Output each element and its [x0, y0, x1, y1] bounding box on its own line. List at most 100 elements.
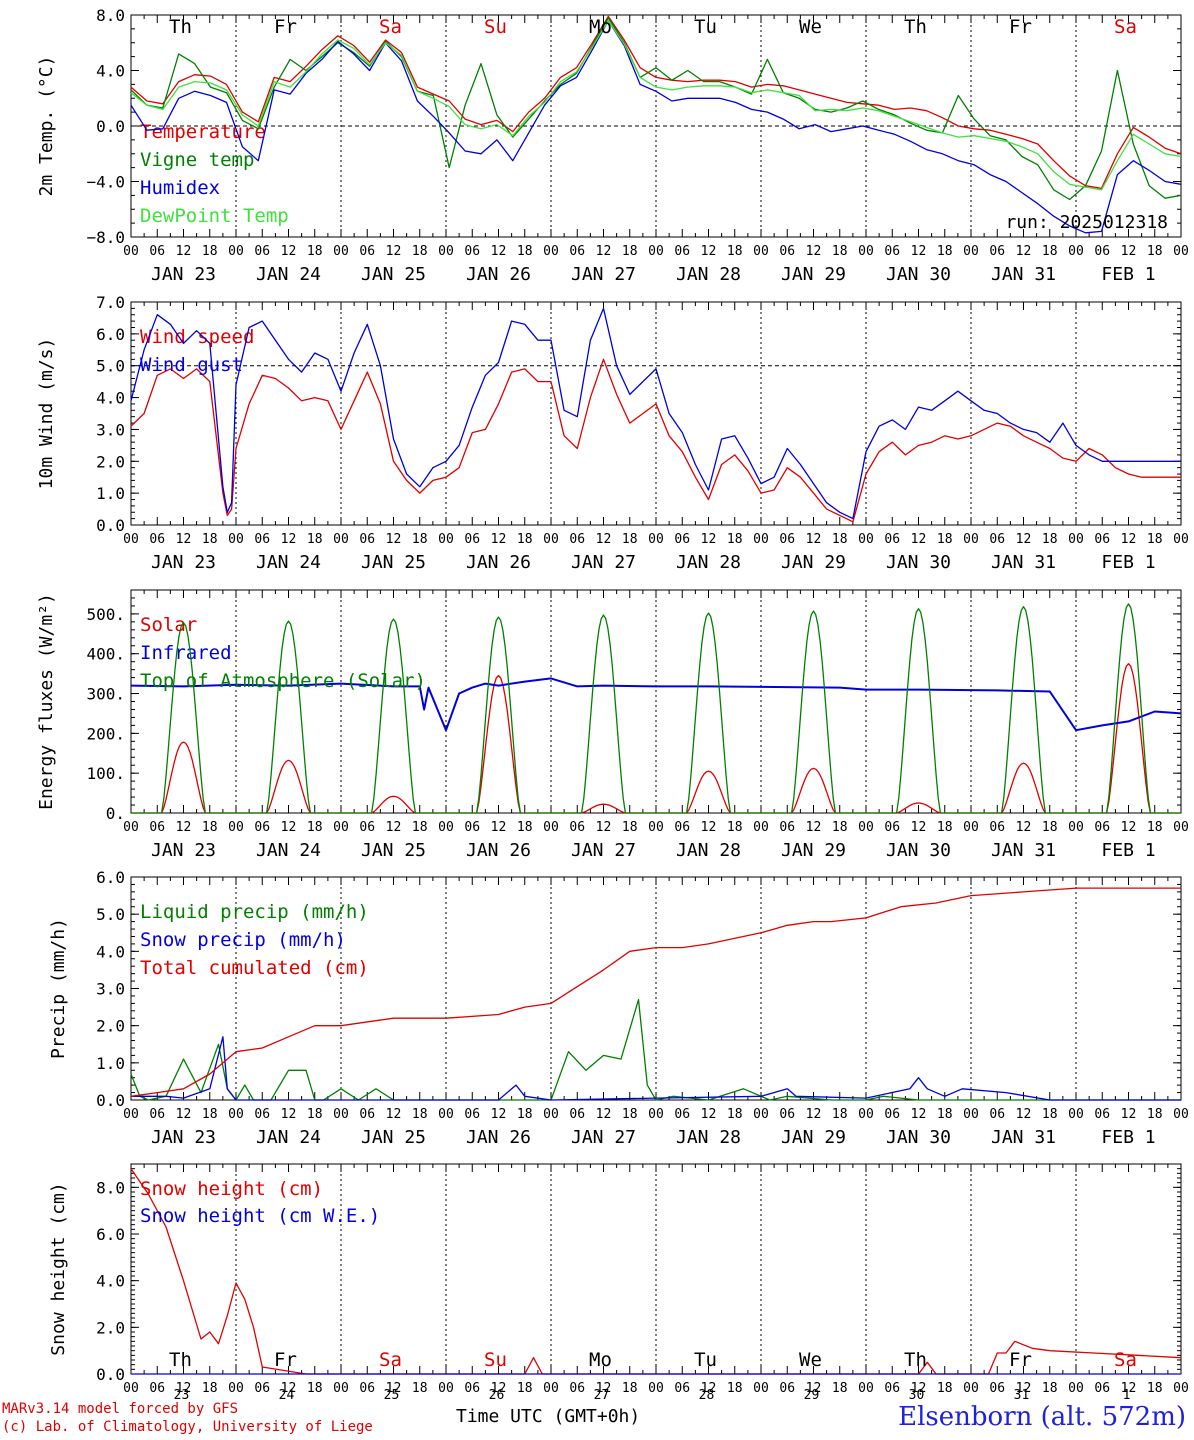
hour-label: 18: [622, 244, 638, 259]
hour-label: 00: [333, 244, 349, 259]
y-tick-label: −4.0: [86, 173, 125, 192]
hour-label: 00: [333, 532, 349, 547]
hour-label: 06: [464, 820, 480, 835]
hour-label: 00: [753, 244, 769, 259]
y-tick-label: 5.0: [96, 357, 125, 376]
series-line-liquid-precip-mm-h-: [130, 998, 1181, 1101]
series-line-infrared: [130, 677, 1182, 732]
hour-label: 06: [989, 1107, 1005, 1122]
series-line-vigne-temp: [130, 17, 1182, 201]
hour-label: 12: [596, 1381, 612, 1396]
hour-label: 18: [202, 1381, 218, 1396]
day-name-label: We: [799, 1349, 822, 1371]
y-tick-label: 3.0: [96, 420, 125, 439]
date-label: JAN 29: [781, 1127, 846, 1148]
y-tick-label: 100.: [86, 764, 125, 783]
hour-label: 12: [596, 820, 612, 835]
hour-label: 06: [779, 532, 795, 547]
hour-label: 12: [806, 244, 822, 259]
date-label: JAN 27: [571, 1127, 636, 1148]
legend-entry: Top of Atmosphere (Solar): [140, 670, 426, 692]
y-tick-label: 200.: [86, 724, 125, 743]
date-label: JAN 23: [151, 1127, 216, 1148]
hour-label: 00: [648, 244, 664, 259]
hour-label: 12: [596, 532, 612, 547]
hour-label: 00: [648, 1107, 664, 1122]
y-tick-label: 500.: [86, 605, 125, 624]
legend-entry: Liquid precip (mm/h): [140, 901, 369, 923]
date-label: FEB 1: [1101, 264, 1155, 285]
hour-label: 06: [884, 244, 900, 259]
hour-label: 06: [989, 1381, 1005, 1396]
date-label: JAN 24: [256, 840, 321, 861]
date-label: JAN 29: [781, 552, 846, 573]
hour-label: 18: [1147, 820, 1163, 835]
hour-label: 12: [1016, 820, 1032, 835]
x-axis-title: Time UTC (GMT+0h): [456, 1406, 641, 1427]
series-line-humidex: [130, 19, 1182, 234]
hour-label: 12: [911, 820, 927, 835]
hour-label: 18: [1042, 244, 1058, 259]
hour-label: 06: [989, 532, 1005, 547]
hour-label: 00: [228, 820, 244, 835]
legend-entry: DewPoint Temp: [140, 205, 289, 227]
hour-label: 00: [963, 244, 979, 259]
legend-entry: Wind speed: [140, 326, 254, 348]
hour-label: 18: [202, 820, 218, 835]
y-tick-label: 3.0: [96, 980, 125, 999]
hour-label: 06: [254, 244, 270, 259]
hour-label: 00: [858, 244, 874, 259]
date-label: JAN 27: [571, 840, 636, 861]
hour-label: 00: [543, 532, 559, 547]
hour-label: 06: [779, 1107, 795, 1122]
day-name-label: Sa: [1114, 1349, 1137, 1371]
y-tick-label: 1.0: [96, 484, 125, 503]
legend-entry: Infrared: [140, 642, 232, 664]
hour-label: 06: [464, 1381, 480, 1396]
y-axis-title: Energy fluxes (W/m²): [36, 593, 57, 810]
bottom-day-number: 23: [174, 1388, 190, 1403]
credit-line-1: MARv3.14 model forced by GFS: [2, 1401, 239, 1417]
hour-label: 18: [517, 1107, 533, 1122]
date-label: JAN 23: [151, 264, 216, 285]
hour-label: 00: [228, 1381, 244, 1396]
y-tick-label: 2.0: [96, 1318, 125, 1337]
hour-label: 18: [937, 532, 953, 547]
hour-label: 12: [806, 1107, 822, 1122]
hour-label: 00: [1173, 244, 1189, 259]
hour-label: 12: [1016, 1381, 1032, 1396]
hour-label: 18: [832, 820, 848, 835]
hour-label: 12: [1016, 532, 1032, 547]
hour-label: 06: [989, 244, 1005, 259]
bottom-day-number: 1: [1123, 1388, 1131, 1403]
hour-label: 00: [1173, 820, 1189, 835]
date-label: JAN 30: [886, 264, 951, 285]
hour-label: 12: [911, 244, 927, 259]
hour-label: 12: [911, 1381, 927, 1396]
date-label: JAN 26: [466, 840, 531, 861]
hour-label: 00: [228, 244, 244, 259]
hour-label: 18: [622, 532, 638, 547]
y-tick-label: 0.: [106, 804, 125, 823]
hour-label: 00: [648, 1381, 664, 1396]
legend-entry: Snow height (cm W.E.): [140, 1205, 380, 1227]
hour-label: 18: [1147, 244, 1163, 259]
hour-label: 06: [569, 532, 585, 547]
date-label: JAN 27: [571, 264, 636, 285]
bottom-day-number: 28: [699, 1388, 715, 1403]
hour-label: 12: [1121, 244, 1137, 259]
hour-label: 12: [1016, 1107, 1032, 1122]
date-label: FEB 1: [1101, 1127, 1155, 1148]
date-label: JAN 28: [676, 264, 741, 285]
y-tick-label: 8.0: [96, 6, 125, 25]
hour-label: 18: [937, 820, 953, 835]
hour-label: 12: [491, 1381, 507, 1396]
day-name-label: Fr: [274, 1349, 297, 1371]
series-line-top-of-atmosphere-solar-: [131, 603, 1181, 814]
date-label: JAN 25: [361, 840, 426, 861]
hour-label: 18: [202, 244, 218, 259]
hour-label: 00: [753, 820, 769, 835]
hour-label: 00: [753, 532, 769, 547]
y-tick-label: 4.0: [96, 942, 125, 961]
hour-label: 06: [149, 532, 165, 547]
